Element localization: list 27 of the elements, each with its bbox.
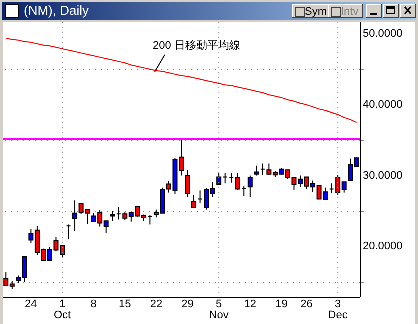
y-tick-label: 20.0000: [363, 240, 403, 253]
x-tick-label: 19: [276, 298, 288, 310]
line-series: [6, 38, 358, 124]
x-tick-label: 8: [90, 298, 97, 310]
text: Intv: [328, 4, 363, 18]
text: Sym: [292, 4, 330, 18]
candlestick: [110, 210, 116, 222]
x-tick-label: 15: [119, 298, 132, 310]
y-tick-label: 40.0000: [363, 98, 403, 111]
candlestick: [254, 165, 260, 176]
x-tick-label: 3 Dec: [328, 298, 348, 322]
x-tick-label: 12: [244, 298, 257, 310]
candlestick: [72, 200, 78, 232]
candlestick: [248, 175, 253, 198]
series-label: 200 日移動平均線: [153, 40, 240, 52]
x-tick-label: 1 Oct: [54, 298, 72, 322]
y-tick-label: 50.0000: [363, 28, 403, 40]
y-tick-label: 30.0000: [363, 170, 403, 182]
x-tick-label: 5 Nov: [209, 298, 230, 322]
x-tick-label: 22: [150, 298, 163, 310]
x-tick-label: 24: [25, 298, 38, 310]
candlestick: [192, 194, 197, 208]
chart-title: (NM), Daily: [24, 2, 89, 20]
x-tick-label: 29: [182, 298, 194, 310]
candlestick: [185, 170, 190, 198]
x-tick-label: 26: [300, 298, 313, 310]
candlestick: [216, 172, 222, 186]
